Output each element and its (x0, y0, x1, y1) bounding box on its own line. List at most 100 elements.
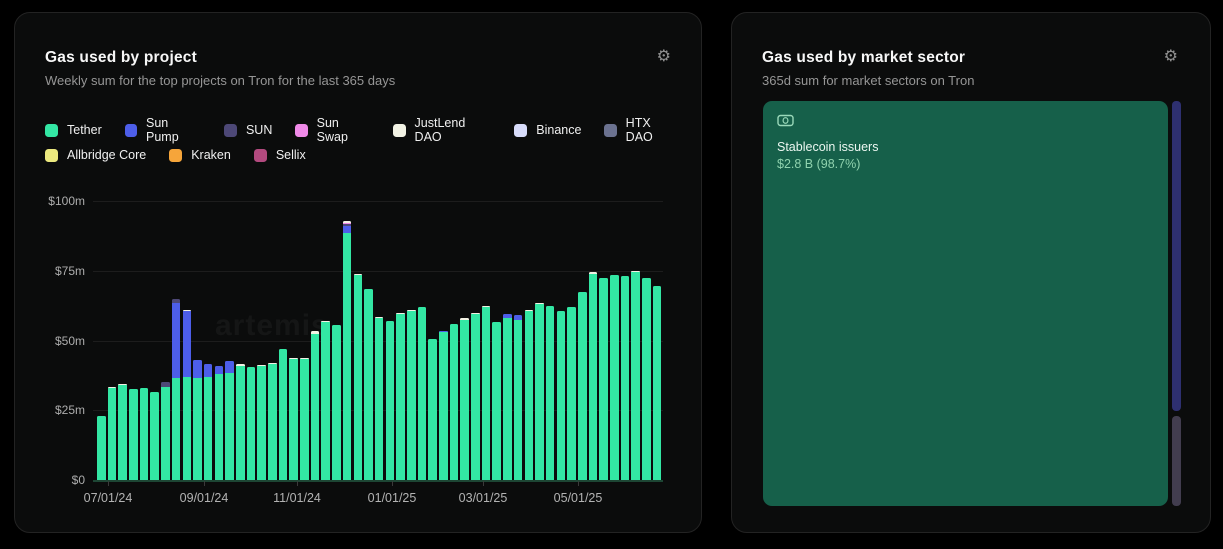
treemap-sector-strip-1[interactable] (1172, 101, 1181, 411)
bar-segment-tether (225, 372, 234, 480)
bar[interactable] (513, 315, 523, 480)
bar[interactable] (171, 298, 181, 480)
bar[interactable] (481, 305, 491, 480)
bar[interactable] (246, 367, 256, 480)
bar-segment-justlend-dao (268, 363, 277, 365)
x-tick-label: 03/01/25 (458, 491, 508, 505)
stacked-bar-chart: artemis $100m $75m $50m $25m $0 07/01/24 09/0… (15, 13, 703, 534)
bar-segment-tether (406, 311, 416, 480)
legend-item-htx-dao[interactable]: HTX DAO (604, 116, 678, 144)
y-tick-label: $75m (54, 263, 85, 278)
bar-segment-justlend-dao (406, 309, 416, 312)
bar[interactable] (652, 286, 662, 480)
bar[interactable] (439, 330, 448, 480)
bar[interactable] (396, 312, 405, 480)
legend-item-sun[interactable]: SUN (223, 123, 273, 137)
legend-item-sun-pump[interactable]: Sun Pump (124, 116, 201, 144)
legend-item-tether[interactable]: Tether (45, 123, 102, 137)
bar-segment-tether (139, 387, 149, 480)
bar[interactable] (161, 382, 170, 480)
bar-segment-sun (161, 382, 170, 387)
bar[interactable] (417, 307, 427, 480)
bar[interactable] (428, 339, 437, 480)
bar[interactable] (556, 311, 566, 480)
bar[interactable] (300, 357, 309, 480)
bar[interactable] (545, 305, 555, 480)
bar[interactable] (353, 273, 363, 480)
treemap-chart: Stablecoin issuers $2.8 B (98.7%) (763, 101, 1181, 506)
bar[interactable] (278, 348, 288, 480)
legend-color-chip (45, 148, 58, 162)
bar[interactable] (225, 361, 234, 480)
bar[interactable] (374, 316, 384, 480)
bar[interactable] (182, 309, 192, 480)
bar[interactable] (193, 360, 202, 480)
bar-segment-tether (150, 392, 160, 480)
bar-segment-tether (289, 358, 298, 480)
x-tick-label: 01/01/25 (367, 491, 417, 505)
bar-segment-justlend-dao (471, 312, 480, 314)
bar[interactable] (567, 307, 576, 480)
bar[interactable] (471, 312, 480, 480)
bar[interactable] (535, 302, 544, 480)
legend-label: HTX DAO (625, 116, 653, 144)
bar[interactable] (588, 272, 598, 480)
bar[interactable] (610, 274, 619, 480)
bar[interactable] (268, 363, 277, 480)
bar[interactable] (235, 364, 245, 480)
bar[interactable] (129, 389, 138, 480)
bar[interactable] (257, 364, 266, 480)
bar[interactable] (364, 288, 373, 480)
settings-gear-icon[interactable]: ⚙ (656, 48, 671, 65)
legend-label: Allbridge Core (67, 148, 147, 162)
legend-item-sellix[interactable]: Sellix (253, 148, 306, 162)
bar-segment-tether (524, 311, 534, 480)
legend-label: SUN (245, 123, 273, 137)
bar[interactable] (492, 322, 502, 480)
bar[interactable] (203, 364, 213, 480)
bar[interactable] (460, 318, 469, 480)
treemap-sector-strip-2[interactable] (1172, 416, 1181, 506)
legend-item-allbridge-core[interactable]: Allbridge Core (45, 148, 146, 162)
x-tickmark (297, 481, 298, 486)
legend-item-sun-swap[interactable]: Sun Swap (295, 116, 370, 144)
bar[interactable] (310, 330, 320, 480)
treemap-sector-stablecoin-issuers[interactable]: Stablecoin issuers $2.8 B (98.7%) (763, 101, 1168, 506)
bar[interactable] (214, 365, 224, 480)
legend-item-binance[interactable]: Binance (514, 123, 581, 137)
bar[interactable] (97, 415, 106, 480)
bar[interactable] (107, 386, 117, 480)
x-tickmark (204, 481, 205, 486)
bar[interactable] (524, 309, 534, 480)
bar-segment-tether (599, 277, 608, 480)
legend-item-justlend-dao[interactable]: JustLend DAO (393, 116, 491, 144)
bar[interactable] (289, 357, 298, 480)
legend-label: JustLend DAO (414, 116, 466, 144)
bar[interactable] (139, 387, 149, 480)
bar[interactable] (385, 320, 395, 480)
bar[interactable] (642, 277, 651, 480)
bar[interactable] (631, 270, 640, 480)
bar-segment-tether (567, 307, 576, 480)
gridline (93, 201, 663, 202)
settings-gear-icon[interactable]: ⚙ (1163, 48, 1178, 65)
bar[interactable] (620, 276, 630, 480)
bar[interactable] (577, 291, 587, 480)
bar-segment-tether (471, 314, 480, 480)
legend-color-chip (514, 123, 528, 137)
bar-segment-tether (588, 273, 598, 480)
bar-segment-tether (481, 307, 491, 480)
bar[interactable] (150, 392, 160, 480)
bar[interactable] (406, 309, 416, 480)
legend-item-kraken[interactable]: Kraken (169, 148, 231, 162)
bar[interactable] (342, 221, 352, 480)
bar[interactable] (332, 325, 341, 480)
bar[interactable] (118, 384, 127, 480)
bar[interactable] (503, 314, 512, 480)
bar[interactable] (449, 323, 459, 480)
bar[interactable] (321, 320, 331, 480)
bar[interactable] (599, 277, 608, 480)
bar-segment-tether (631, 272, 640, 480)
bar-segment-justlend-dao (396, 312, 405, 314)
legend-color-chip (169, 148, 183, 162)
